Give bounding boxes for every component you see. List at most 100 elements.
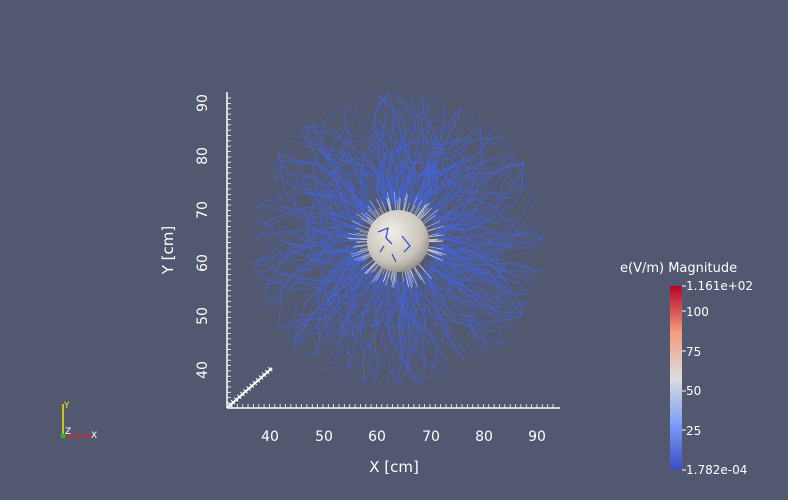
streamline xyxy=(440,149,515,231)
streamline xyxy=(355,99,403,204)
streamline xyxy=(409,117,480,201)
streamline xyxy=(276,232,363,329)
streamline xyxy=(291,135,375,217)
streamline xyxy=(352,280,401,337)
streamline xyxy=(435,237,505,251)
streamline xyxy=(435,198,484,233)
x-tick-label: 60 xyxy=(368,429,386,445)
streamline xyxy=(362,253,371,259)
streamline xyxy=(385,278,437,380)
streamline xyxy=(369,200,381,216)
streamline xyxy=(395,156,477,201)
streamline xyxy=(375,95,424,205)
streamline xyxy=(327,139,363,239)
color-legend-tick: 50 xyxy=(686,384,701,398)
streamline xyxy=(429,254,535,286)
streamline xyxy=(407,270,413,287)
streamline xyxy=(437,241,531,256)
streamline xyxy=(253,265,372,285)
streamline xyxy=(430,268,477,304)
y-tick-label: 60 xyxy=(195,254,211,272)
streamline xyxy=(297,273,386,298)
streamline xyxy=(355,232,368,236)
x-tick-label: 80 xyxy=(475,429,493,445)
orientation-y-label: Y xyxy=(63,401,70,411)
streamline xyxy=(431,226,512,239)
streamline xyxy=(325,152,369,223)
streamline xyxy=(305,173,366,225)
streamline xyxy=(325,192,369,221)
y-tick-label: 80 xyxy=(195,147,211,165)
streamline xyxy=(425,249,451,351)
cube-axes xyxy=(226,92,560,409)
streamline xyxy=(269,245,360,307)
streamline xyxy=(390,271,393,280)
streamline xyxy=(378,96,397,208)
orientation-x-label: X xyxy=(91,431,97,441)
streamline xyxy=(425,265,486,330)
color-legend-tick: 75 xyxy=(686,345,701,359)
streamline xyxy=(309,154,381,206)
streamline xyxy=(419,207,433,220)
streamline xyxy=(302,182,372,209)
streamline xyxy=(418,207,429,219)
streamline xyxy=(427,249,442,255)
streamline xyxy=(412,272,449,363)
streamline xyxy=(407,136,505,204)
streamline xyxy=(430,259,524,318)
streamline xyxy=(369,281,386,388)
streamline xyxy=(284,281,399,329)
streamline xyxy=(281,148,365,217)
streamline xyxy=(406,275,414,355)
streamline xyxy=(384,280,413,382)
streamline xyxy=(429,252,480,268)
streamline xyxy=(254,207,359,238)
streamline xyxy=(405,282,465,361)
streamline xyxy=(277,152,359,231)
streamline xyxy=(427,228,436,232)
streamline xyxy=(427,248,437,253)
streamline xyxy=(256,236,360,275)
streamline xyxy=(378,154,413,200)
streamline xyxy=(434,189,530,225)
streamline xyxy=(433,176,493,236)
streamline xyxy=(354,252,370,261)
streamline xyxy=(352,244,368,248)
streamline xyxy=(397,276,417,344)
streamline xyxy=(279,229,359,238)
streamline xyxy=(396,275,423,387)
streamline xyxy=(427,272,505,344)
streamline xyxy=(439,242,499,319)
streamline xyxy=(437,123,485,223)
y-tick-label: 70 xyxy=(195,201,211,219)
streamline xyxy=(367,205,379,218)
streamline xyxy=(430,112,475,216)
streamline xyxy=(390,118,426,202)
streamline xyxy=(408,270,414,284)
streamline xyxy=(423,270,502,348)
streamline xyxy=(382,269,386,275)
streamline xyxy=(304,220,359,250)
streamline xyxy=(436,173,531,223)
streamline xyxy=(432,189,478,219)
streamline xyxy=(289,250,356,290)
streamline xyxy=(365,212,375,221)
streamline xyxy=(430,162,524,215)
streamline xyxy=(436,212,513,236)
streamline xyxy=(371,95,434,201)
streamline xyxy=(270,160,364,224)
streamline xyxy=(261,256,385,287)
streamline xyxy=(413,267,422,280)
orientation-z-label: Z xyxy=(65,427,71,437)
streamline xyxy=(399,136,425,199)
x-tick-label: 90 xyxy=(528,429,546,445)
x-tick-label: 50 xyxy=(315,429,333,445)
streamline xyxy=(366,216,374,223)
streamline xyxy=(407,94,421,204)
orientation-axes-icon: Y Z X xyxy=(60,401,97,441)
streamline xyxy=(376,268,384,281)
streamline xyxy=(433,248,507,289)
streamline xyxy=(439,248,515,275)
streamline xyxy=(323,153,388,207)
